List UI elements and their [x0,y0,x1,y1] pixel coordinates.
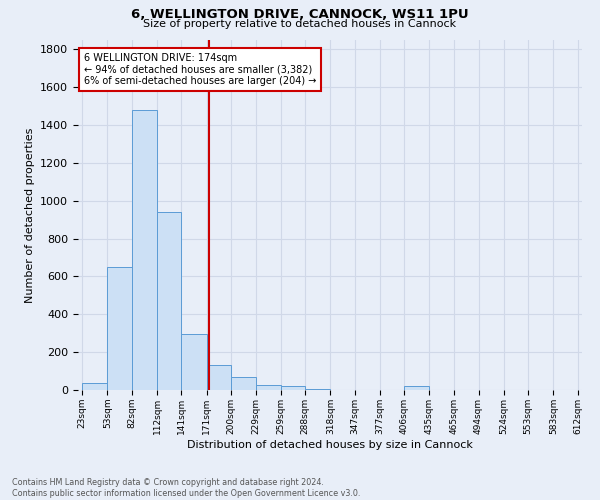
Bar [305,389,331,390]
X-axis label: Distribution of detached houses by size in Cannock: Distribution of detached houses by size … [187,440,473,450]
Text: Contains HM Land Registry data © Crown copyright and database right 2024.
Contai: Contains HM Land Registry data © Crown c… [12,478,361,498]
Y-axis label: Number of detached properties: Number of detached properties [25,128,35,302]
Bar [181,334,207,390]
Bar [404,386,429,390]
Bar [231,377,256,390]
Bar [157,212,181,390]
Bar [82,384,107,390]
Bar [256,386,281,390]
Bar [107,267,132,390]
Text: 6, WELLINGTON DRIVE, CANNOCK, WS11 1PU: 6, WELLINGTON DRIVE, CANNOCK, WS11 1PU [131,8,469,20]
Bar [281,386,305,390]
Text: Size of property relative to detached houses in Cannock: Size of property relative to detached ho… [143,19,457,29]
Bar [207,366,231,390]
Bar [132,110,157,390]
Text: 6 WELLINGTON DRIVE: 174sqm
← 94% of detached houses are smaller (3,382)
6% of se: 6 WELLINGTON DRIVE: 174sqm ← 94% of deta… [84,53,316,86]
